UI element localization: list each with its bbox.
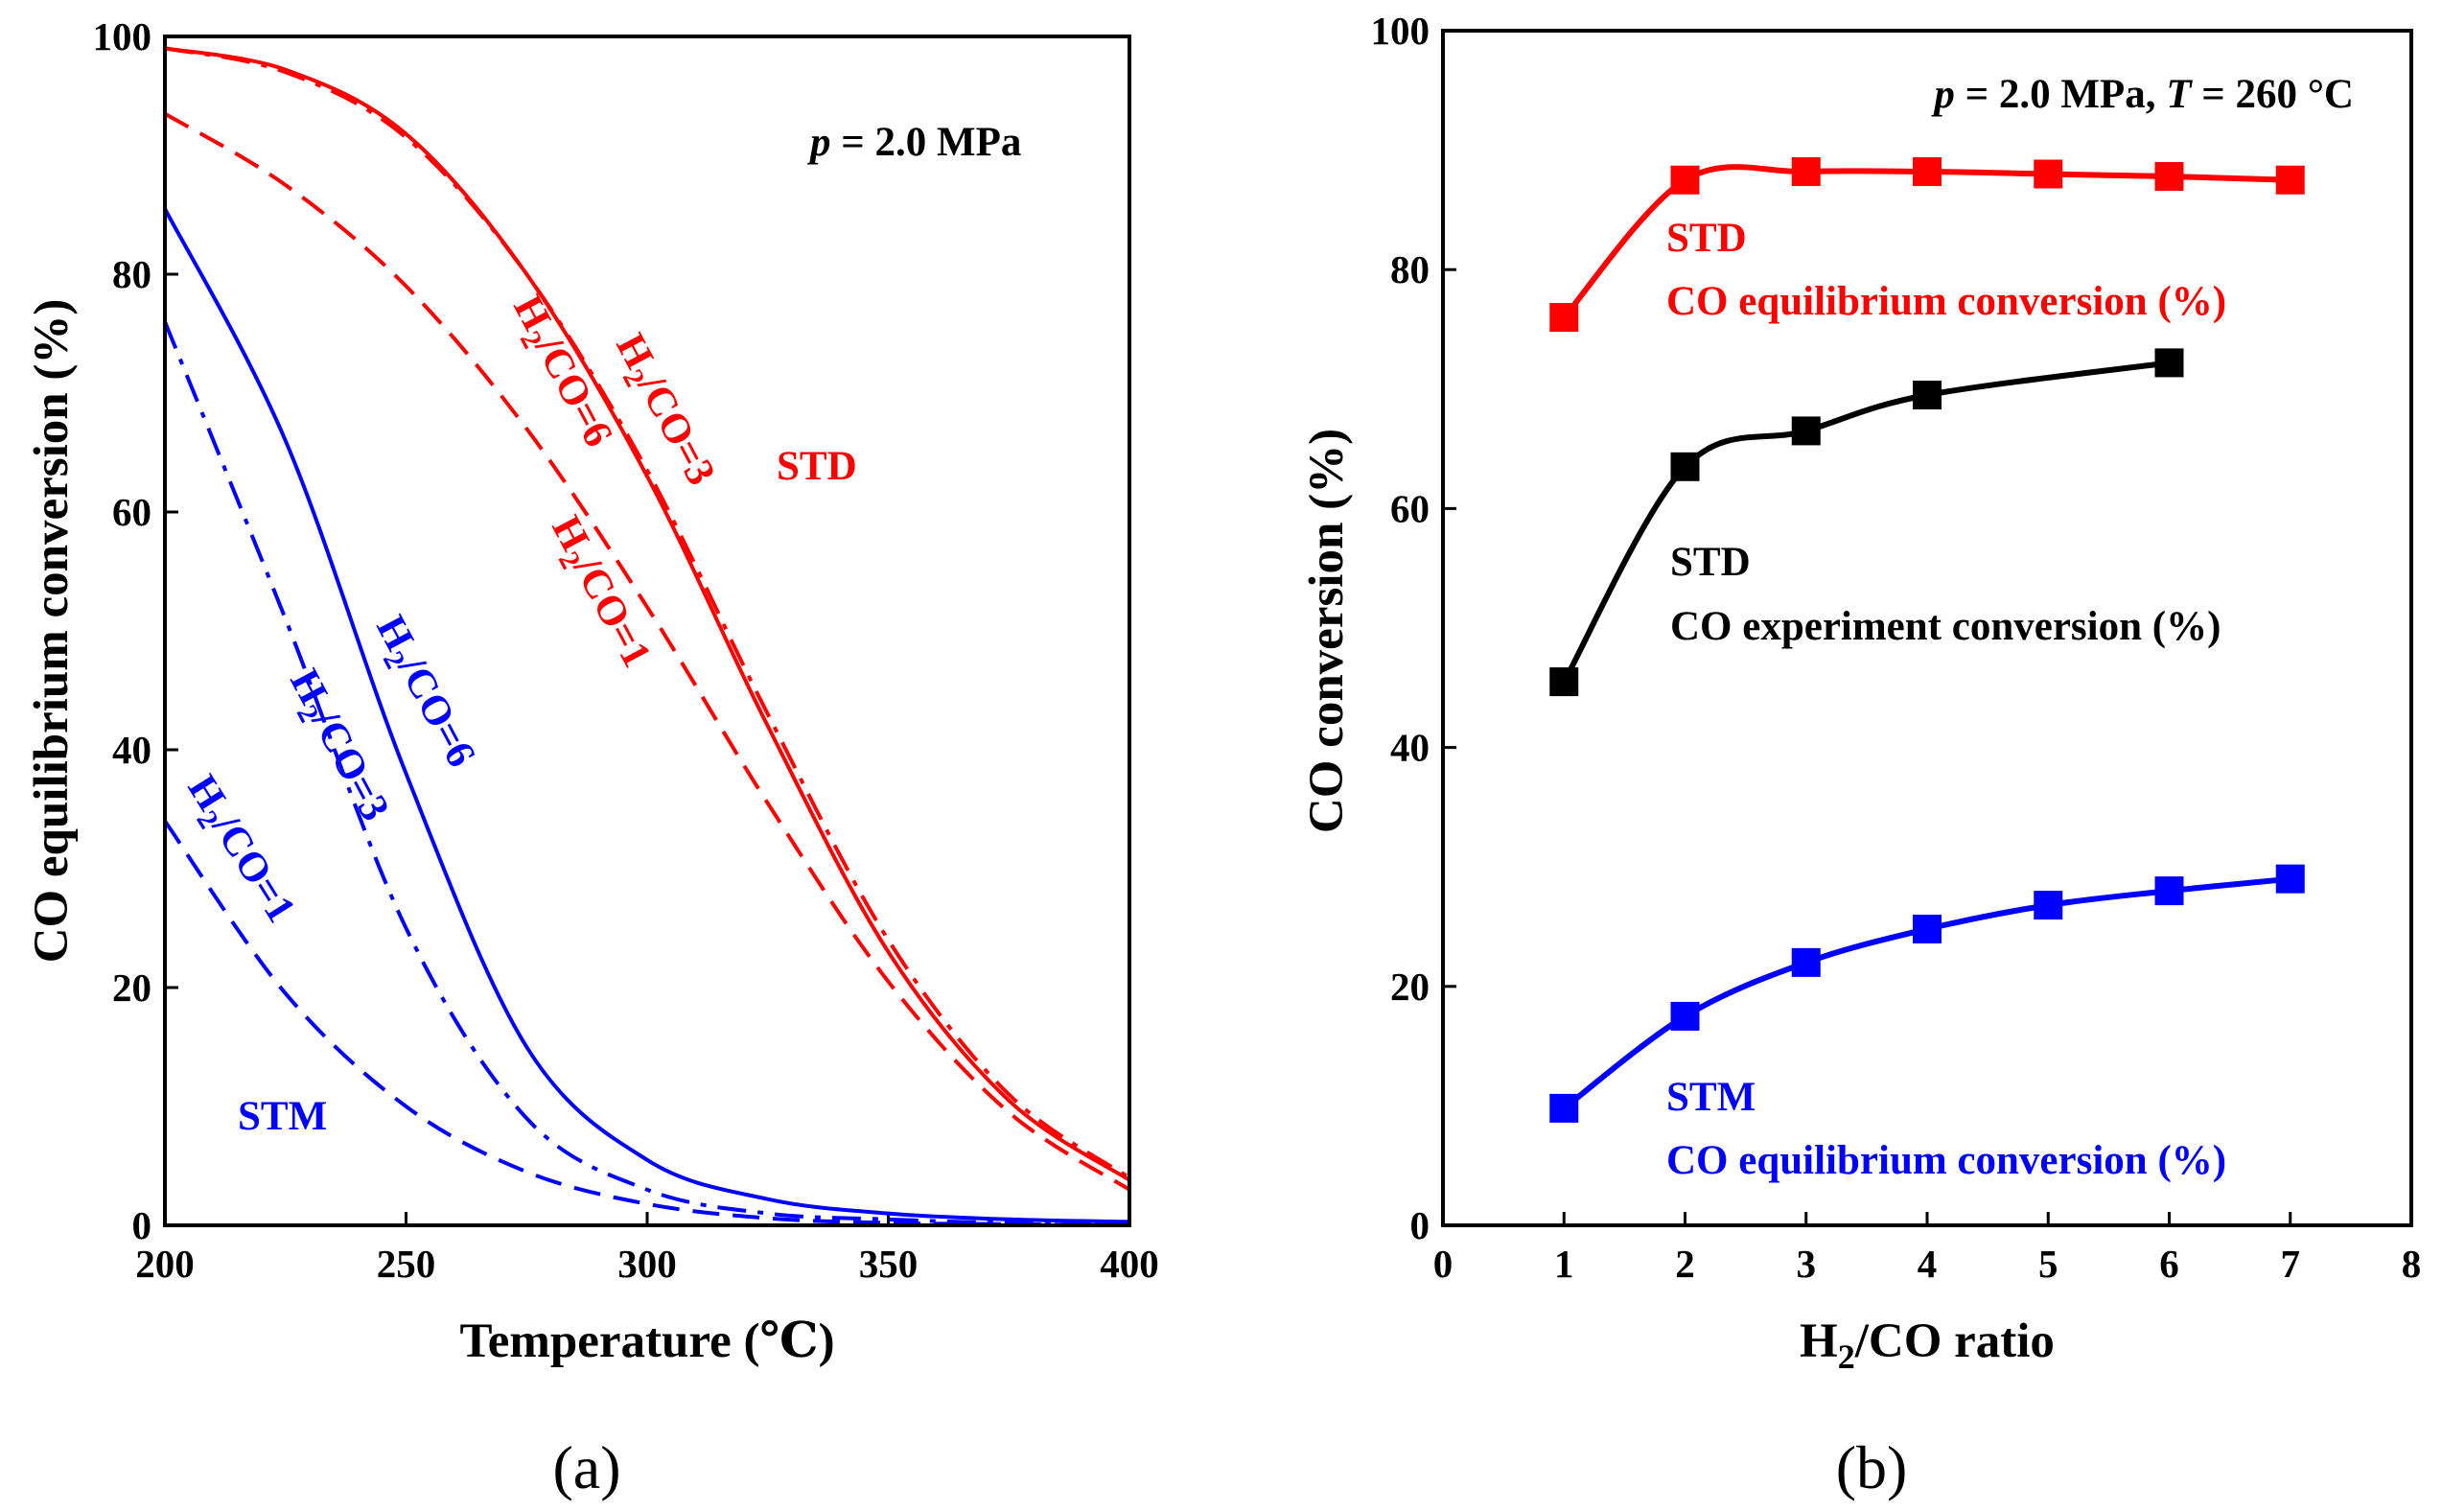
panel-a: 200 250 300 350 400 0 20 40 60 80 100 Temperature … <box>25 14 1159 1501</box>
panel-a-annotation: p = 2.0 MPa <box>806 120 1021 165</box>
panel-b-stm-eq-label-2: CO equilibrium conversion (%) <box>1666 1138 2226 1183</box>
panel-a-std-label: STD <box>777 444 857 489</box>
panel-b-series-marker <box>2275 864 2305 894</box>
panel-a-annotation-rest: = 2.0 MPa <box>831 120 1022 165</box>
panel-b-xtick-label: 1 <box>1554 1242 1574 1286</box>
label-stm-h2co3: H2/CO=3 <box>275 663 398 831</box>
panel-b-series-marker <box>1913 914 1942 943</box>
panel-a-series-std-2 <box>163 111 1131 1192</box>
panel-a-ytick-label: 40 <box>112 728 151 772</box>
panel-b-std-exp-label-2: CO experiment conversion (%) <box>1670 604 2221 649</box>
panel-b-ytick-label: 60 <box>1390 486 1430 530</box>
panel-b-ytick-label: 0 <box>1410 1203 1430 1247</box>
panel-a-series-std-0 <box>164 46 1131 1180</box>
panel-a-xtick-label: 250 <box>377 1242 436 1286</box>
panel-b-series-marker <box>1791 947 1821 977</box>
panel-b-ytick-label: 40 <box>1390 726 1430 770</box>
panel-a-xtick-label: 300 <box>617 1242 677 1286</box>
panel-a-ytick-label: 20 <box>112 965 151 1010</box>
panel-b-label: (b) <box>1836 1433 1908 1501</box>
panel-b-xtick-label: 5 <box>2038 1242 2058 1286</box>
panel-b-std-exp-label-1: STD <box>1670 540 1751 585</box>
panel-a-ytick-label: 80 <box>112 252 151 296</box>
panel-b-series-marker <box>1549 1093 1579 1123</box>
panel-a-stm-label: STM <box>238 1094 327 1139</box>
label-std-h2co3: H2/CO=3 <box>601 327 724 496</box>
panel-a-series-std-1 <box>164 46 1131 1182</box>
panel-a-ytick-label: 0 <box>132 1203 152 1247</box>
panel-b-frame <box>1441 29 2413 1227</box>
panel-b-ytick-label: 20 <box>1390 965 1430 1009</box>
panel-a-annotation-p: p <box>806 120 831 165</box>
panel-b-series-marker <box>1549 303 1579 333</box>
panel-b-series-marker <box>1670 165 1700 195</box>
panel-a-xtick-label: 200 <box>135 1242 195 1286</box>
label-std-h2co6: H2/CO=6 <box>499 289 621 457</box>
panel-b-series-marker <box>1549 667 1579 697</box>
panel-b-xtick-label: 8 <box>2402 1242 2422 1286</box>
panel-a-xlabel: Temperature (℃) <box>459 1314 834 1368</box>
panel-b-xtick-label: 0 <box>1433 1242 1454 1286</box>
panel-b-std-eq-label-2: CO equilibrium conversion (%) <box>1666 279 2226 324</box>
panel-b-series-marker <box>1670 452 1700 481</box>
panel-b-annotation: p = 2.0 MPa, T = 260 °C <box>1930 72 2354 117</box>
panel-b-xtick-label: 6 <box>2159 1242 2179 1286</box>
panel-b-series-marker <box>2154 162 2184 192</box>
panel-b-series-marker <box>2154 876 2184 906</box>
panel-a-series-stm-3 <box>163 207 1130 1224</box>
panel-a-ytick-label: 60 <box>112 490 151 534</box>
panel-b-series-marker <box>1791 157 1821 187</box>
panel-a-ylabel: CO equilibrium conversion (%) <box>25 299 79 964</box>
panel-b-series-marker <box>1791 416 1821 446</box>
panel-b-ytick-label: 100 <box>1371 9 1430 53</box>
panel-a-ytick-label: 100 <box>93 14 152 58</box>
panel-a-xtick-label: 400 <box>1100 1242 1159 1286</box>
panel-b-std-eq-label-1: STD <box>1666 216 1747 261</box>
panel-b-series-marker <box>2034 891 2063 920</box>
panel-b-ylabel: CO conversion (%) <box>1300 429 1354 833</box>
panel-b-series-marker <box>1913 381 1942 410</box>
panel-a-frame <box>163 35 1131 1227</box>
panel-b-xlabel: H2/CO ratio <box>1800 1314 2055 1376</box>
panel-a-label: (a) <box>552 1433 620 1501</box>
panel-b-series-marker <box>1670 1001 1700 1031</box>
panel-a-series-stm-4 <box>163 320 1130 1226</box>
panel-b-series-marker <box>2154 348 2184 378</box>
panel-b-ytick-label: 80 <box>1390 247 1430 291</box>
panel-b-stm-eq-label-1: STM <box>1666 1075 1756 1120</box>
panel-b-xtick-label: 4 <box>1918 1242 1938 1286</box>
panel-b-series-marker <box>1913 157 1942 187</box>
panel-b-xtick-label: 3 <box>1797 1242 1817 1286</box>
panel-b-xtick-label: 2 <box>1675 1242 1695 1286</box>
panel-a-series-stm-5 <box>163 820 1130 1227</box>
label-stm-h2co6: H2/CO=6 <box>361 609 484 778</box>
label-stm-h2co1: H2/CO=1 <box>174 767 304 934</box>
panel-b-series-marker <box>2034 159 2063 189</box>
panel-a-xtick-label: 350 <box>859 1242 919 1286</box>
panel-b-series-marker <box>2275 165 2305 195</box>
panel-b-xtick-label: 7 <box>2281 1242 2301 1286</box>
